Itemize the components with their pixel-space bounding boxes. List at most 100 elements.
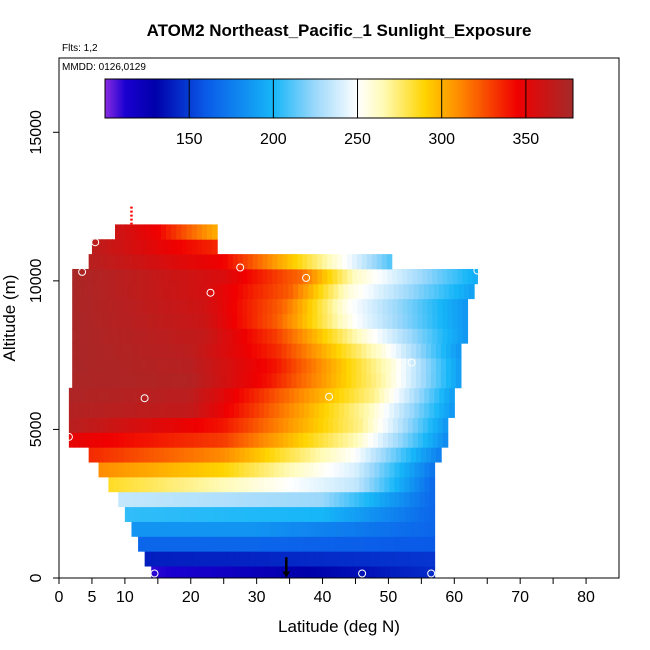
heatmap-cell [305,566,311,579]
heatmap-cell [233,491,240,508]
heatmap-cell [194,551,201,567]
heatmap-cell [346,254,353,270]
heatmap-cell [226,372,233,389]
heatmap-cell [208,462,215,478]
heatmap-cell [282,254,288,270]
heatmap-cell [77,283,83,300]
heatmap-cell [209,551,216,567]
heatmap-cell [141,372,148,389]
heatmap-cell [98,432,105,448]
heatmap-cell [214,506,221,522]
data-layers [68,224,478,579]
heatmap-cell [218,432,224,448]
heatmap-cell [352,268,358,285]
heatmap-cell [218,417,224,433]
heatmap-cell [278,283,284,300]
heatmap-cell [184,551,191,567]
heatmap-cell [321,343,327,359]
heatmap-cell [234,447,241,463]
heatmap-cell [403,283,410,300]
heatmap-cell [359,387,365,404]
heatmap-cell [198,462,205,478]
heatmap-cell [379,521,386,537]
heatmap-cell [113,432,120,448]
heatmap-cell [394,536,400,552]
heatmap-cell [122,343,128,359]
heatmap-cell [219,551,226,567]
heatmap-cell [93,387,100,404]
heatmap-cell [183,462,190,478]
heatmap-cell [88,417,95,433]
heatmap-cell [222,328,228,344]
heatmap-cell [151,343,158,359]
heatmap-cell [248,417,254,433]
sample-points [64,238,482,578]
heatmap-cell [347,313,353,329]
heatmap-cell [394,387,400,404]
heatmap-cell [156,521,162,537]
heatmap-cell [364,476,370,493]
heatmap-cell [164,506,171,522]
heatmap-cell [236,358,243,374]
heatmap-cell [372,417,379,433]
heatmap-cell [138,462,145,478]
heatmap-cell [228,491,235,508]
heatmap-cell [223,432,229,448]
heatmap-cell [332,268,338,285]
heatmap-cell [277,298,283,314]
heatmap-cell [359,536,365,552]
heatmap-cell [173,491,180,508]
heatmap-cell [364,566,371,579]
heatmap-cell [289,402,295,418]
heatmap-cell [193,536,199,552]
heatmap-cell [314,491,320,508]
heatmap-cell [123,462,130,478]
heatmap-cell [309,462,315,478]
heatmap-cell [268,476,275,493]
heatmap-cell [195,566,202,579]
heatmap-cell [382,432,389,448]
heatmap-cell [355,447,362,463]
heatmap-cell [392,432,399,448]
heatmap-cell [204,551,211,567]
heatmap-cell [253,432,259,448]
heatmap-cell [193,462,200,478]
heatmap-cell [270,521,277,537]
heatmap-cell [158,402,165,418]
heatmap-cell [327,268,333,285]
heatmap-cell [352,328,358,344]
heatmap-cell [172,239,178,255]
heatmap-cell [260,521,267,537]
heatmap-cell [389,536,395,552]
heatmap-cell [209,447,216,463]
heatmap-cell [392,417,399,433]
heatmap-cell [379,476,385,493]
heatmap-cell [304,402,310,418]
heatmap-cell [157,239,163,255]
heatmap-cell [273,417,279,433]
heatmap-cell [103,254,110,270]
heatmap-cell [259,551,266,567]
heatmap-cell [267,298,273,314]
heatmap-cell [242,328,248,344]
heatmap-cell [420,447,427,463]
heatmap-cell [132,239,138,255]
heatmap-cell [436,447,442,463]
heatmap-cell [191,372,198,389]
heatmap-cell [186,343,193,359]
heatmap-cell [376,343,382,359]
heatmap-cell [136,358,143,374]
heatmap-cell [220,521,227,537]
heatmap-cell [197,254,204,270]
heatmap-cell [276,358,283,374]
heatmap-cell [419,566,426,579]
y-tick-label: 0 [28,573,45,582]
heatmap-cell [278,432,284,448]
heatmap-cell [108,254,115,270]
heatmap-cell [72,313,78,329]
heatmap-cell [166,224,172,240]
heatmap-cell [238,417,244,433]
heatmap-cell [247,298,253,314]
heatmap-cell [178,462,185,478]
heatmap-cell [123,476,130,493]
